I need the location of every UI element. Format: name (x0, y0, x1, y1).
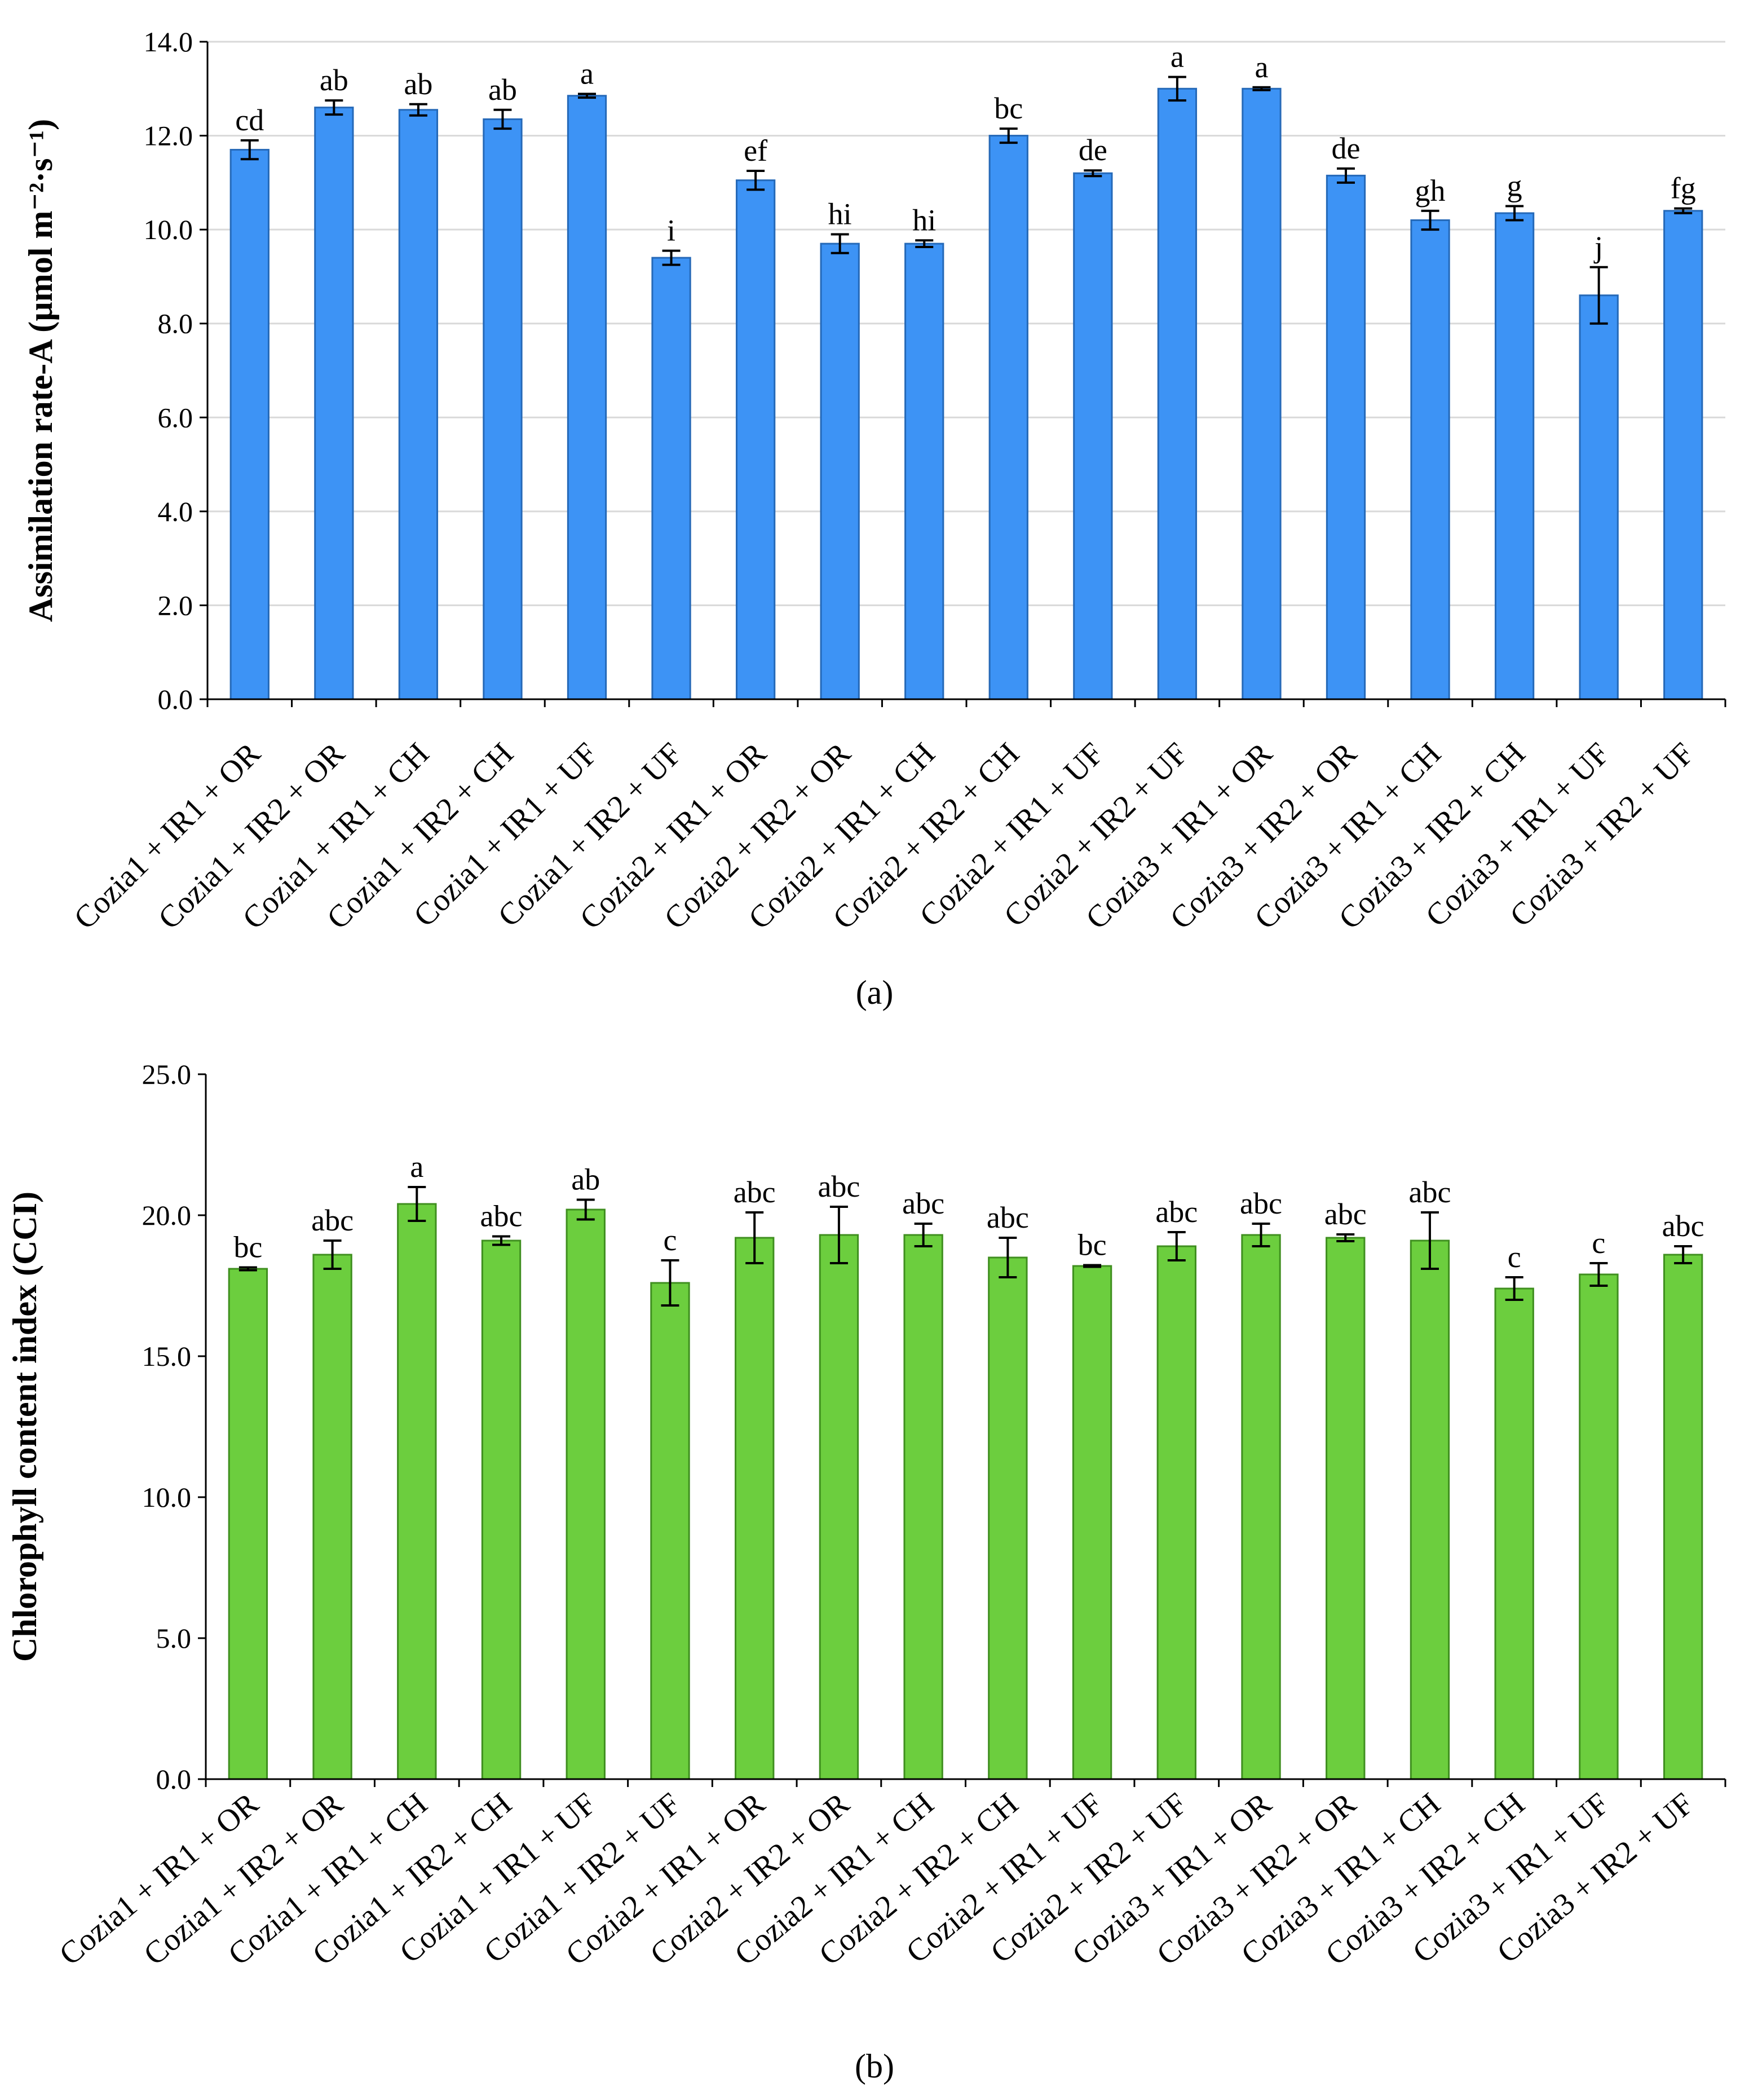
bar (566, 1208, 606, 1780)
bar (820, 242, 860, 700)
bar (1072, 1265, 1112, 1780)
y-tick-label: 14.0 (144, 26, 193, 58)
significance-letter: abc (1155, 1195, 1198, 1229)
significance-letter: c (663, 1223, 677, 1257)
significance-letter: abc (1324, 1197, 1367, 1231)
significance-letter: abc (1662, 1209, 1704, 1243)
significance-letter: abc (987, 1201, 1029, 1234)
bar (1326, 174, 1366, 700)
significance-letter: bc (994, 91, 1023, 125)
significance-letter: bc (1078, 1228, 1107, 1262)
significance-letter: g (1507, 169, 1522, 203)
y-tick-label: 4.0 (158, 496, 193, 527)
bar (650, 1282, 690, 1780)
significance-letter: ab (320, 63, 348, 97)
significance-letter: hi (828, 197, 852, 231)
significance-letter: gh (1415, 174, 1446, 208)
bar (398, 109, 439, 700)
y-tick-label: 10.0 (142, 1481, 192, 1513)
y-tick-label: 10.0 (144, 214, 193, 245)
bar (651, 257, 691, 700)
bar (1157, 87, 1198, 700)
significance-letter: i (667, 214, 675, 248)
y-tick-label: 5.0 (156, 1622, 192, 1654)
bar (819, 1234, 859, 1780)
significance-letter: ab (571, 1163, 600, 1197)
significance-letter: ab (488, 73, 517, 107)
bar (1663, 1254, 1703, 1780)
bar (988, 1256, 1028, 1780)
bar (903, 1234, 943, 1780)
y-tick-label: 2.0 (158, 589, 193, 621)
bar (314, 107, 354, 700)
y-tick-label: 8.0 (158, 308, 193, 339)
bar (229, 149, 270, 700)
significance-letter: a (1255, 50, 1268, 84)
significance-letter: abc (1240, 1186, 1282, 1220)
significance-letter: ab (404, 67, 432, 101)
panel-label: (a) (856, 974, 894, 1011)
bar (1241, 1234, 1281, 1780)
y-tick-label: 15.0 (142, 1340, 192, 1372)
significance-letter: j (1593, 230, 1603, 264)
y-tick-label: 12.0 (144, 120, 193, 152)
significance-letter: abc (1409, 1175, 1451, 1209)
y-axis-label: Assimilation rate-A (µmol m⁻²·s⁻¹) (22, 119, 59, 622)
bar (735, 179, 776, 700)
significance-letter: abc (734, 1175, 776, 1209)
bar (397, 1203, 437, 1780)
panel-label: (b) (855, 2048, 894, 2085)
significance-letter: c (1508, 1240, 1521, 1274)
y-tick-label: 0.0 (156, 1763, 192, 1795)
bar (735, 1237, 775, 1780)
bar (1156, 1245, 1196, 1780)
significance-letter: a (1171, 39, 1184, 73)
bar (1326, 1237, 1366, 1780)
bar (1663, 210, 1703, 700)
bar (1410, 1239, 1450, 1780)
bar (481, 1239, 522, 1780)
significance-letter: fg (1671, 171, 1696, 205)
bar (1494, 212, 1535, 700)
bar (312, 1254, 352, 1780)
y-tick-label: 25.0 (142, 1058, 192, 1090)
bar (1494, 1287, 1534, 1780)
significance-letter: cd (235, 103, 264, 137)
y-tick-label: 6.0 (158, 402, 193, 433)
significance-letter: abc (818, 1170, 860, 1203)
y-axis-label: Chlorophyll content index (CCI) (6, 1192, 43, 1662)
y-tick-label: 20.0 (142, 1199, 192, 1231)
bar (1579, 294, 1619, 700)
bar (1242, 87, 1282, 700)
significance-letter: abc (902, 1186, 944, 1220)
bar (1410, 219, 1450, 700)
bar (483, 118, 523, 700)
significance-letter: a (580, 56, 594, 90)
bar (1579, 1273, 1619, 1780)
significance-letter: c (1592, 1226, 1605, 1260)
bar (904, 242, 944, 700)
significance-letter: de (1332, 131, 1361, 165)
significance-letter: a (410, 1150, 423, 1184)
significance-letter: hi (912, 203, 936, 237)
significance-letter: de (1079, 133, 1107, 167)
y-tick-label: 0.0 (158, 683, 193, 715)
significance-letter: abc (311, 1203, 354, 1237)
significance-letter: abc (480, 1199, 523, 1233)
bar (988, 135, 1028, 700)
bar (567, 95, 607, 700)
significance-letter: bc (233, 1230, 262, 1264)
significance-letter: ef (744, 134, 767, 167)
bar (1073, 172, 1113, 700)
bar (228, 1268, 268, 1780)
